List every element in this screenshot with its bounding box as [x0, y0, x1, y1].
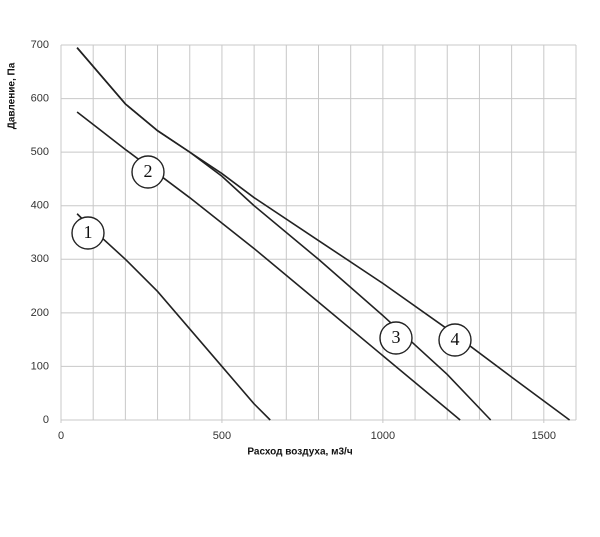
y-axis-label: Давление, Па [7, 62, 18, 129]
y-tick-label: 200 [31, 307, 49, 319]
curve-label: 4 [451, 329, 460, 349]
curve-label-circle [71, 216, 105, 250]
curve [76, 47, 492, 421]
curve-label-circle [438, 323, 472, 357]
y-tick-label: 500 [31, 146, 49, 158]
y-tick-label: 600 [31, 92, 49, 104]
x-tick-label: 0 [58, 430, 64, 442]
curve-label: 3 [392, 327, 401, 347]
curve [76, 111, 461, 421]
curve [76, 47, 571, 421]
y-tick-label: 400 [31, 200, 49, 212]
y-tick-label: 300 [31, 253, 49, 265]
curve-label-circle [379, 321, 413, 355]
curve [76, 213, 271, 421]
curve-label: 1 [84, 222, 93, 242]
x-tick-label: 1000 [371, 430, 395, 442]
y-tick-label: 700 [31, 39, 49, 51]
y-tick-label: 0 [43, 414, 49, 426]
y-tick-label: 100 [31, 360, 49, 372]
curve-label: 2 [144, 161, 153, 181]
x-tick-label: 500 [213, 430, 231, 442]
x-tick-label: 1500 [532, 430, 556, 442]
x-axis-label: Расход воздуха, м3/ч [247, 447, 352, 458]
curve-label-circle [131, 155, 165, 189]
